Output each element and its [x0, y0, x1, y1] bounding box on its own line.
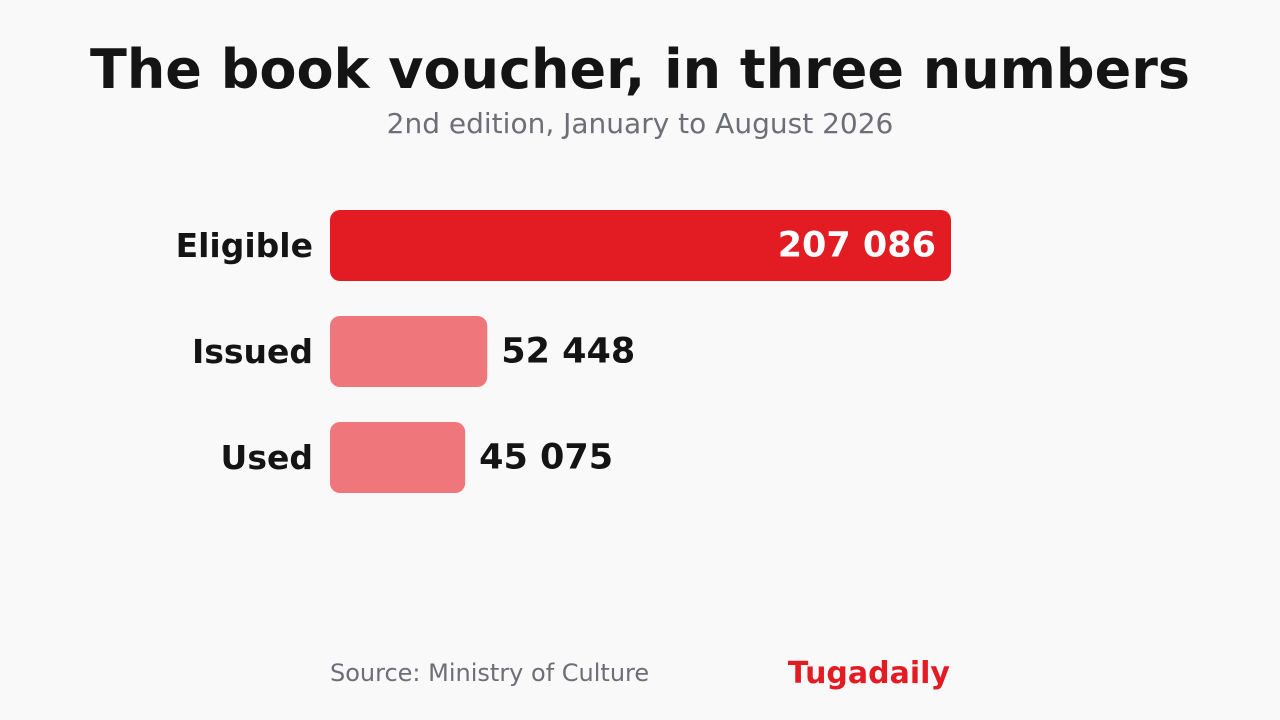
value-label-eligible: 207 086 — [778, 226, 936, 266]
value-label-issued: 52 448 — [501, 332, 635, 372]
source-note: Source: Ministry of Culture — [330, 659, 650, 687]
brand-logo-text: Tugadaily — [787, 656, 950, 691]
category-label-used: Used — [221, 438, 313, 477]
chart-title: The book voucher, in three numbers — [90, 38, 1190, 101]
category-label-eligible: Eligible — [176, 226, 313, 265]
chart-subtitle: 2nd edition, January to August 2026 — [386, 107, 894, 140]
value-label-used: 45 075 — [479, 438, 613, 478]
bar-used — [330, 422, 466, 493]
category-label-issued: Issued — [192, 332, 313, 371]
bar-eligible — [330, 210, 951, 281]
bar-issued — [330, 316, 488, 387]
